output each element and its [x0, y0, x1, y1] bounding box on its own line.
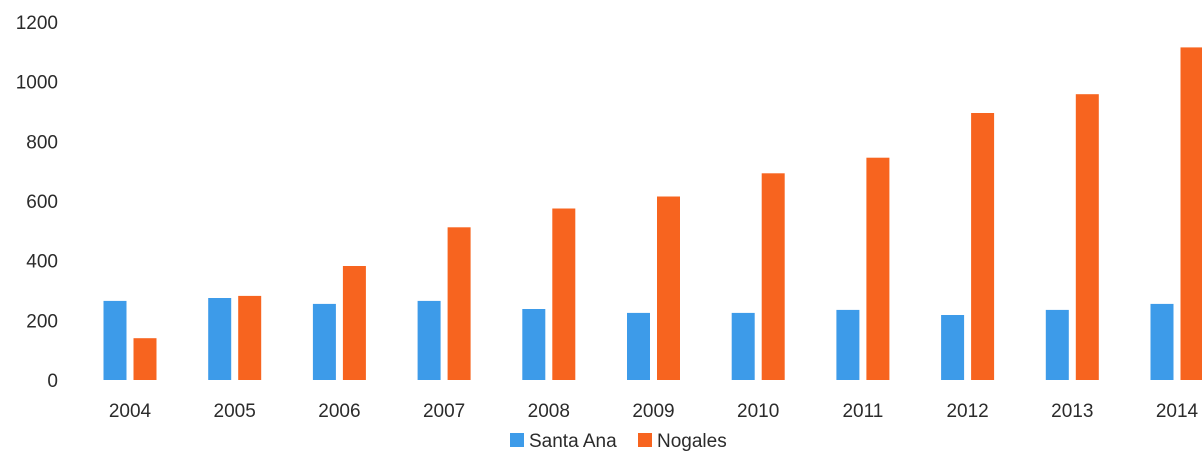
x-tick-label-2009: 2009: [632, 401, 674, 422]
y-axis: 0 200 400 600 800 1000 1200: [16, 13, 58, 392]
x-tick-label-2008: 2008: [528, 401, 570, 422]
bar-santa-ana-2013: [1045, 309, 1069, 380]
bars-group: [103, 47, 1202, 381]
legend-swatch-santa-ana: [510, 433, 524, 447]
bar-nogales-2009: [657, 196, 680, 380]
legend-swatch-nogales: [638, 433, 652, 447]
y-tick-label-200: 200: [26, 311, 58, 332]
bar-nogales-2006: [342, 266, 366, 380]
bar-nogales-2010: [761, 173, 785, 380]
bar-santa-ana-2008: [522, 309, 546, 380]
y-tick-label-400: 400: [26, 252, 58, 273]
bar-nogales-2005: [238, 295, 262, 380]
y-tick-label-1200: 1200: [16, 13, 58, 34]
bar-santa-ana-2010: [731, 312, 755, 380]
bar-santa-ana-2006: [312, 303, 336, 380]
bar-santa-ana-2004: [103, 300, 127, 380]
bar-nogales-2007: [447, 227, 471, 380]
bar-santa-ana-2014: [1150, 303, 1174, 380]
bar-nogales-2012: [971, 113, 995, 380]
bar-santa-ana-2007: [417, 300, 441, 380]
legend-label-nogales: Nogales: [657, 431, 727, 451]
y-tick-label-0: 0: [47, 371, 58, 392]
bar-nogales-2014: [1180, 47, 1202, 381]
x-tick-label-2013: 2013: [1051, 401, 1093, 422]
bar-nogales-2011: [866, 157, 890, 380]
y-tick-label-1000: 1000: [16, 73, 58, 94]
bar-santa-ana-2012: [941, 315, 965, 380]
x-tick-label-2012: 2012: [946, 401, 988, 422]
legend: Santa Ana Nogales: [510, 431, 727, 451]
y-tick-label-800: 800: [26, 132, 58, 153]
bar-santa-ana-2005: [208, 298, 232, 380]
bar-nogales-2004: [133, 338, 157, 380]
x-tick-label-2004: 2004: [109, 401, 152, 422]
x-tick-label-2011: 2011: [842, 401, 883, 422]
x-tick-label-2005: 2005: [214, 401, 256, 422]
x-tick-label-2006: 2006: [318, 401, 360, 422]
bar-santa-ana-2009: [627, 312, 650, 380]
x-axis: 2004 2005 2006 2007 2008 2009 2010 2011 2012 2013…: [109, 401, 1199, 422]
bar-nogales-2008: [552, 208, 576, 380]
legend-label-santa-ana: Santa Ana: [529, 431, 617, 451]
x-tick-label-2007: 2007: [423, 401, 465, 422]
y-tick-label-600: 600: [26, 192, 58, 213]
bar-nogales-2013: [1075, 94, 1099, 380]
x-tick-label-2010: 2010: [737, 401, 779, 422]
bar-santa-ana-2011: [836, 309, 860, 380]
x-tick-label-2014: 2014: [1156, 401, 1199, 422]
